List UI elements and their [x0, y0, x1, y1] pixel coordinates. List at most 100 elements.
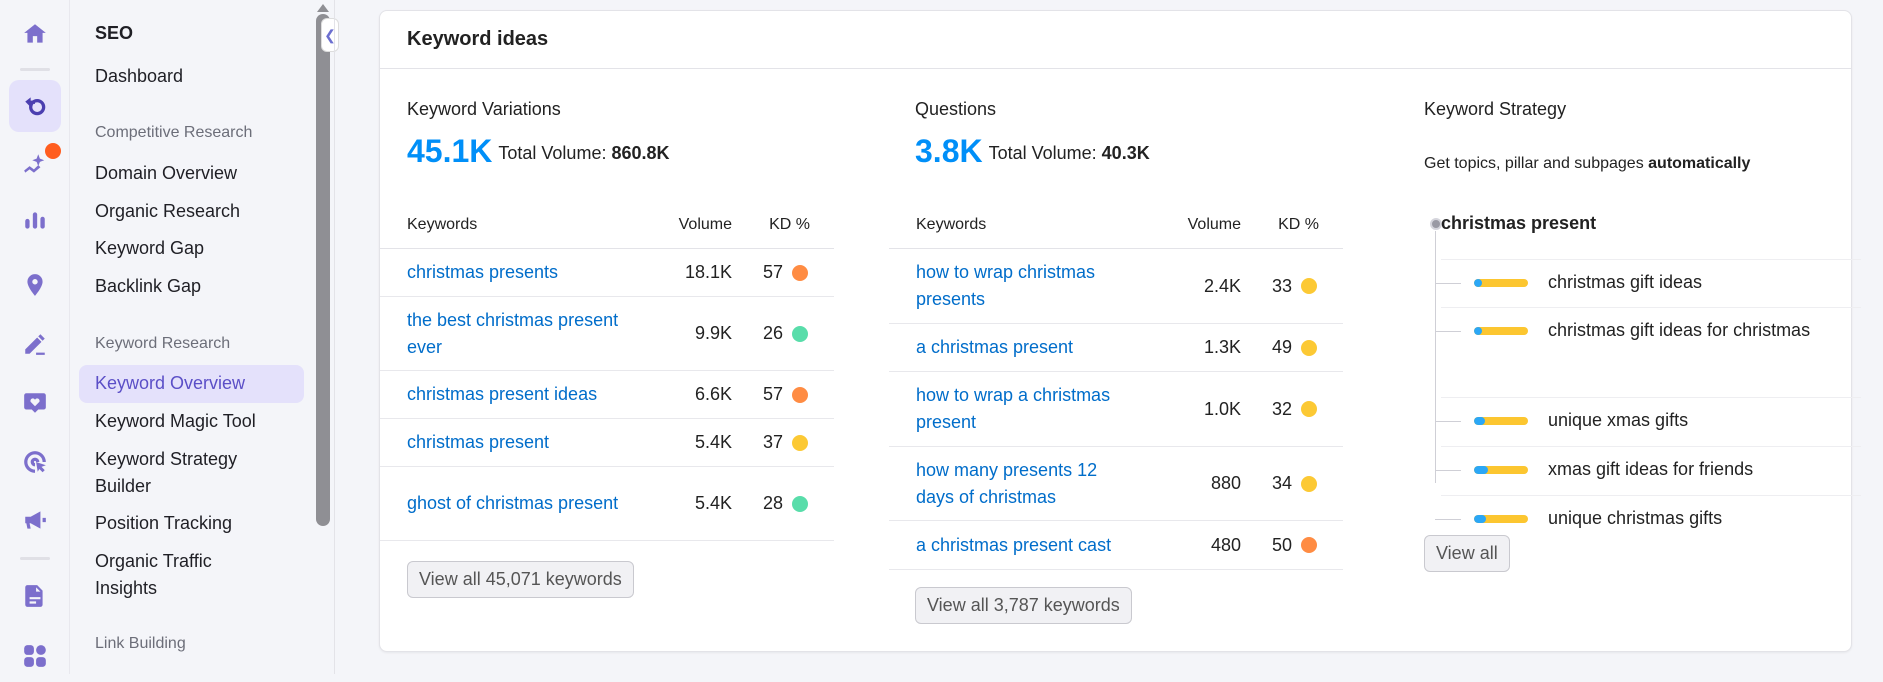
location-pin-nav-button[interactable] — [9, 259, 61, 311]
col-kd[interactable]: KD % — [1278, 215, 1319, 233]
report-icon — [25, 585, 43, 607]
nav-item-keyword-overview[interactable]: Keyword Overview — [95, 373, 246, 393]
divider — [380, 68, 1851, 69]
strategy-child: unique christmas gifts — [1435, 495, 1861, 543]
keyword-link[interactable]: christmas present ideas — [407, 384, 598, 404]
strategy-subtitle: Get topics, pillar and subpages automati… — [1424, 155, 1750, 173]
bar-blue-segment — [1474, 327, 1483, 335]
keyword-link[interactable]: ghost of christmas present — [407, 493, 619, 513]
nav-item-position-tracking[interactable]: Position Tracking — [95, 513, 233, 533]
nav-scrollbar[interactable] — [316, 14, 330, 526]
keyword-metric-bar — [1474, 327, 1528, 335]
tree-connector — [1435, 283, 1461, 284]
col-volume[interactable]: Volume — [678, 215, 732, 233]
edit-pen-nav-button[interactable] — [9, 318, 61, 370]
child-keyword[interactable]: unique christmas gifts — [1548, 508, 1723, 528]
card-title: Keyword ideas — [407, 28, 549, 50]
table-row: christmas present 5.4K 37 — [380, 419, 834, 467]
volume-value: 2.4K — [1203, 275, 1241, 296]
seo-nav-button[interactable] — [9, 80, 61, 132]
nav-heading-competitive-research: Competitive Research — [95, 124, 253, 141]
root-node-icon — [1430, 218, 1442, 230]
keyword-link[interactable]: the best christmas present ever — [407, 309, 619, 357]
kd-difficulty-dot-icon — [792, 325, 808, 342]
child-keyword[interactable]: christmas gift ideas — [1548, 272, 1703, 292]
nav-item-organic-traffic-insights[interactable]: Organic Traffic Insights — [95, 551, 212, 598]
questions-table: Keywords Volume KD % how to wrap christmas … — [889, 201, 1343, 570]
total-volume-label: Total Volume: — [498, 143, 607, 163]
cursor-target-icon — [24, 451, 46, 473]
summary: 45.1K Total Volume: 860.8K — [407, 133, 670, 170]
nav-item-dashboard[interactable]: Dashboard — [95, 66, 184, 86]
child-keyword[interactable]: christmas gift ideas for christmas — [1548, 320, 1811, 340]
view-all-strategy-button[interactable]: View all — [1424, 535, 1510, 572]
kd-difficulty-dot-icon — [792, 264, 808, 281]
keyword-count: 3.8K — [915, 133, 983, 169]
cursor-target-nav-button[interactable] — [9, 436, 61, 488]
report-nav-button[interactable] — [9, 570, 61, 622]
kd-value: 33 — [1271, 275, 1292, 296]
kd-value: 57 — [762, 384, 783, 404]
bar-blue-segment — [1474, 515, 1486, 523]
nav-item-organic-research[interactable]: Organic Research — [95, 201, 241, 221]
keyword-metric-bar — [1474, 279, 1528, 287]
edit-pen-icon — [25, 334, 45, 355]
keyword-link[interactable]: christmas present — [407, 432, 550, 452]
tree-connector — [1435, 331, 1461, 332]
child-keyword[interactable]: unique xmas gifts — [1548, 410, 1689, 430]
col-keywords[interactable]: Keywords — [407, 215, 478, 233]
root-keyword[interactable]: christmas present — [1441, 213, 1597, 233]
kd-value: 34 — [1271, 473, 1292, 493]
nav-item-keyword-gap[interactable]: Keyword Gap — [95, 238, 205, 258]
volume-value: 5.4K — [694, 493, 732, 513]
megaphone-nav-button[interactable] — [9, 494, 61, 546]
nav-item-keyword-strategy-builder[interactable]: Keyword Strategy Builder — [95, 449, 238, 496]
keyword-link[interactable]: how many presents 12 days of christmas — [916, 459, 1098, 507]
keyword-link[interactable]: how to wrap a christmas present — [916, 385, 1111, 432]
table-row: ghost of christmas present 5.4K 28 — [380, 467, 834, 541]
kd-cell: 50 — [1241, 532, 1343, 559]
keyword-link[interactable]: how to wrap christmas presents — [916, 262, 1096, 309]
child-keyword[interactable]: xmas gift ideas for friends — [1548, 459, 1754, 479]
col-kd[interactable]: KD % — [769, 215, 810, 233]
keyword-link[interactable]: a christmas present — [916, 337, 1074, 357]
table-row: christmas present ideas 6.6K 57 — [380, 371, 834, 419]
col-keywords[interactable]: Keywords — [916, 215, 987, 233]
strategy-child: christmas gift ideas — [1435, 259, 1861, 307]
kd-difficulty-dot-icon — [1301, 339, 1317, 356]
nav-title: SEO — [95, 23, 134, 43]
kd-cell: 57 — [732, 381, 834, 408]
heart-chat-nav-button[interactable] — [9, 377, 61, 429]
nav-heading-link-building: Link Building — [95, 635, 186, 652]
bar-chart-nav-button[interactable] — [9, 194, 61, 246]
keyword-metric-bar — [1474, 417, 1528, 425]
table-row: the best christmas present ever 9.9K 26 — [380, 297, 834, 371]
table-row: how to wrap a christmas present 1.0K 32 — [889, 372, 1343, 447]
home-nav-button[interactable] — [9, 8, 61, 60]
ai-sparkle-nav-button[interactable] — [9, 138, 61, 190]
kd-value: 32 — [1271, 398, 1292, 419]
nav-item-domain-overview[interactable]: Domain Overview — [95, 163, 238, 183]
nav-item-backlink-gap[interactable]: Backlink Gap — [95, 276, 202, 296]
seo-icon — [25, 97, 46, 116]
kd-value: 57 — [762, 262, 783, 282]
keyword-link[interactable]: christmas presents — [407, 262, 559, 282]
nav-heading-keyword-research: Keyword Research — [95, 335, 231, 352]
col-volume[interactable]: Volume — [1187, 215, 1241, 233]
view-all-questions-button[interactable]: View all 3,787 keywords — [915, 587, 1132, 624]
kd-cell: 26 — [732, 320, 834, 347]
keyword-link[interactable]: a christmas present cast — [916, 534, 1112, 555]
nav-item-keyword-magic-tool[interactable]: Keyword Magic Tool — [95, 411, 256, 431]
total-volume: 860.8K — [611, 143, 670, 163]
view-all-variations-button[interactable]: View all 45,071 keywords — [407, 561, 634, 598]
apps-grid-nav-button[interactable] — [9, 630, 61, 682]
collapse-sidebar-button[interactable]: ❮ — [321, 18, 339, 52]
apps-grid-icon — [24, 645, 46, 667]
scroll-up-arrow[interactable] — [317, 4, 329, 12]
table-row: christmas presents 18.1K 57 — [380, 249, 834, 297]
table-row: a christmas present cast 480 50 — [889, 521, 1343, 570]
ai-sparkle-icon — [24, 154, 45, 173]
volume-value: 18.1K — [684, 262, 732, 282]
keyword-ideas-card: Keyword ideas Keyword Variations 45.1K To… — [379, 10, 1861, 652]
kd-cell: 34 — [1241, 470, 1343, 497]
